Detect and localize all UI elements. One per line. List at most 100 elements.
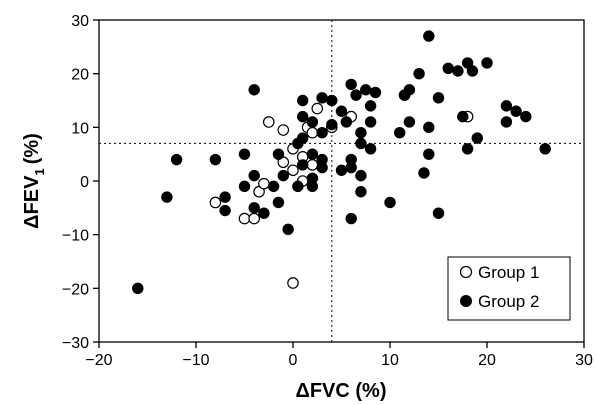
x-tick-label: −20 (85, 352, 112, 369)
data-point-group-2 (423, 121, 435, 134)
data-point-group-2 (219, 191, 231, 203)
y-axis-title-subscript: 1 (32, 168, 47, 175)
data-point-group-2 (272, 196, 285, 209)
legend-label-group-1: Group 1 (478, 263, 539, 282)
data-point-group-2 (335, 105, 348, 117)
data-point-group-2 (248, 202, 260, 214)
data-point-group-2 (306, 116, 319, 128)
data-point-group-2 (423, 148, 435, 160)
data-point-group-2 (316, 92, 328, 104)
data-point-group-2 (481, 57, 493, 69)
data-point-group-2 (384, 196, 396, 209)
data-point-group-2 (510, 105, 522, 117)
data-point-group-2 (297, 110, 309, 123)
data-point-group-2 (306, 180, 319, 193)
data-point-group-2 (267, 180, 280, 193)
legend-label-group-2: Group 2 (478, 292, 539, 311)
data-point-group-2 (272, 148, 285, 160)
data-point-group-2 (170, 153, 183, 166)
y-tick-label: −10 (62, 228, 89, 245)
data-point-group-1 (287, 164, 299, 177)
x-tick-label: 30 (575, 352, 593, 369)
data-point-group-1 (248, 212, 260, 225)
data-point-group-1 (238, 212, 251, 225)
data-point-group-2 (316, 161, 328, 174)
data-point-group-2 (364, 116, 377, 128)
data-point-group-2 (238, 148, 251, 160)
data-point-group-1 (311, 102, 324, 115)
x-axis-ticks: −20 −10 0 10 20 30 (85, 342, 593, 369)
y-tick-label: 30 (71, 13, 89, 30)
data-point-group-2 (297, 132, 309, 144)
data-point-group-2 (432, 207, 445, 219)
data-point-group-2 (248, 169, 260, 182)
data-point-group-2 (520, 110, 532, 123)
data-point-group-2 (282, 223, 294, 236)
data-point-group-2 (500, 116, 513, 128)
data-point-group-2 (466, 65, 479, 77)
data-point-group-2 (292, 180, 304, 193)
data-point-group-1 (209, 196, 222, 209)
data-point-group-2 (394, 127, 406, 139)
data-points (132, 30, 551, 295)
legend-marker-group-1 (459, 265, 473, 279)
data-point-group-2 (326, 118, 338, 131)
data-point-group-2 (340, 116, 353, 128)
data-point-group-2 (248, 84, 260, 96)
data-point-group-2 (297, 94, 309, 107)
data-point-group-2 (539, 143, 551, 155)
x-axis-title: ΔFVC (%) (295, 380, 386, 402)
data-point-group-2 (326, 94, 338, 107)
data-point-group-2 (403, 84, 416, 96)
data-point-group-1 (277, 124, 290, 136)
y-axis-title-main: ΔFEV (21, 175, 43, 229)
data-point-group-2 (355, 127, 367, 139)
data-point-group-2 (345, 161, 357, 174)
x-tick-label: 20 (478, 352, 496, 369)
y-tick-label: −30 (62, 335, 89, 352)
data-point-group-2 (238, 180, 251, 193)
y-axis-ticks: −30 −20 −10 0 10 20 30 (62, 13, 99, 352)
data-point-group-2 (364, 143, 377, 155)
data-point-group-2 (369, 86, 382, 99)
data-point-group-2 (364, 100, 377, 112)
data-point-group-1 (287, 277, 299, 289)
data-point-group-2 (432, 92, 445, 104)
data-point-group-2 (500, 100, 513, 112)
x-tick-label: 10 (381, 352, 399, 369)
data-point-group-2 (345, 78, 357, 91)
data-point-group-2 (423, 30, 435, 42)
data-point-group-1 (306, 126, 319, 139)
data-point-group-2 (355, 186, 367, 198)
data-point-group-2 (471, 132, 483, 144)
data-point-group-2 (360, 84, 372, 96)
data-point-group-2 (209, 153, 222, 166)
data-point-group-1 (306, 159, 319, 171)
data-point-group-2 (297, 159, 309, 171)
y-axis-title-unit: (%) (21, 133, 43, 164)
data-point-group-1 (258, 177, 270, 190)
y-tick-label: 10 (71, 120, 89, 137)
data-point-group-2 (316, 127, 328, 139)
data-point-group-2 (161, 191, 173, 203)
y-axis-title: ΔFEV1 (%) (21, 133, 47, 229)
data-point-group-2 (413, 67, 425, 80)
data-point-group-2 (219, 204, 231, 217)
data-point-group-2 (355, 169, 367, 182)
data-point-group-2 (345, 212, 357, 225)
data-point-group-2 (306, 148, 319, 160)
data-point-group-2 (277, 169, 289, 182)
data-point-group-2 (418, 167, 430, 179)
data-point-group-2 (350, 89, 362, 101)
legend: Group 1 Group 2 (447, 256, 571, 321)
data-point-group-2 (452, 65, 464, 77)
y-tick-label: 0 (80, 174, 89, 191)
data-point-group-1 (262, 116, 275, 128)
data-point-group-2 (132, 282, 144, 295)
data-point-group-2 (461, 143, 474, 155)
data-point-group-2 (403, 116, 416, 128)
data-point-group-2 (335, 164, 348, 176)
data-point-group-2 (355, 137, 367, 150)
x-tick-label: 0 (289, 352, 298, 369)
